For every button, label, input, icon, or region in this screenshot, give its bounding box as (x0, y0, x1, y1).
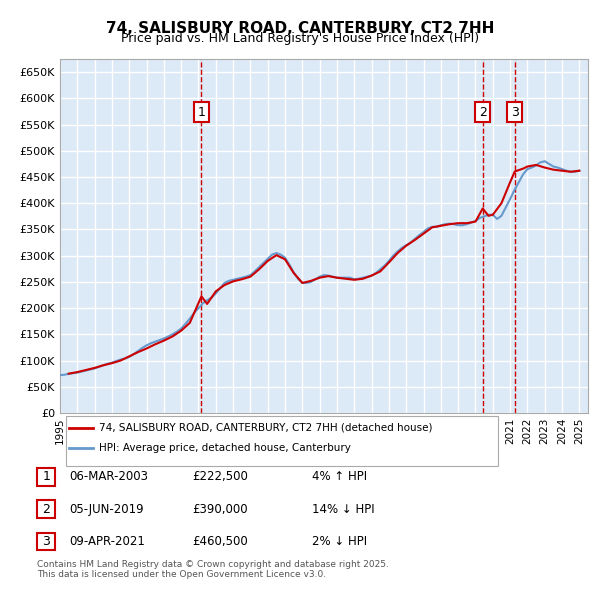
Text: 4% ↑ HPI: 4% ↑ HPI (312, 470, 367, 483)
Text: 14% ↓ HPI: 14% ↓ HPI (312, 503, 374, 516)
Text: £390,000: £390,000 (192, 503, 248, 516)
Text: 1: 1 (42, 470, 50, 483)
Text: 74, SALISBURY ROAD, CANTERBURY, CT2 7HH: 74, SALISBURY ROAD, CANTERBURY, CT2 7HH (106, 21, 494, 35)
Text: 09-APR-2021: 09-APR-2021 (69, 535, 145, 548)
Text: 05-JUN-2019: 05-JUN-2019 (69, 503, 143, 516)
Text: £222,500: £222,500 (192, 470, 248, 483)
Text: 3: 3 (511, 106, 519, 119)
Text: 3: 3 (42, 535, 50, 548)
Text: HPI: Average price, detached house, Canterbury: HPI: Average price, detached house, Cant… (99, 444, 351, 453)
Text: 2% ↓ HPI: 2% ↓ HPI (312, 535, 367, 548)
Text: 2: 2 (479, 106, 487, 119)
Text: 06-MAR-2003: 06-MAR-2003 (69, 470, 148, 483)
Text: 1: 1 (197, 106, 205, 119)
Text: Price paid vs. HM Land Registry's House Price Index (HPI): Price paid vs. HM Land Registry's House … (121, 32, 479, 45)
Text: 2: 2 (42, 503, 50, 516)
Text: 74, SALISBURY ROAD, CANTERBURY, CT2 7HH (detached house): 74, SALISBURY ROAD, CANTERBURY, CT2 7HH … (99, 423, 433, 432)
Text: Contains HM Land Registry data © Crown copyright and database right 2025.
This d: Contains HM Land Registry data © Crown c… (37, 560, 389, 579)
Text: £460,500: £460,500 (192, 535, 248, 548)
